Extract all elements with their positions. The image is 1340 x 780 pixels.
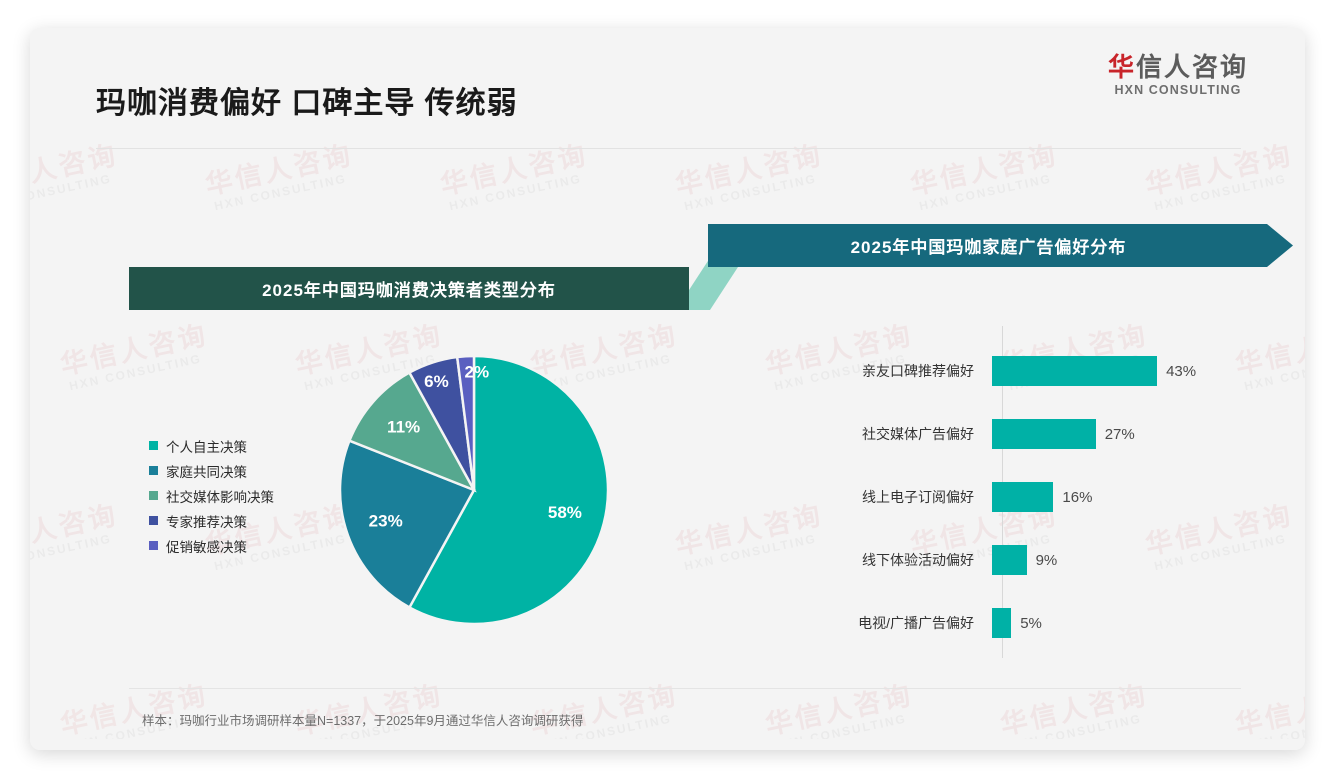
watermark-cn: 华信人咨询 [30, 139, 121, 201]
pie-legend-label: 社交媒体影响决策 [166, 489, 274, 505]
footnote-text: 样本：玛咖行业市场调研样本量N=1337，于2025年9月通过华信人咨询调研获得 [142, 714, 584, 728]
slide-footer: ©2025.11 HXR华信人咨询 www.hxrcon.com [30, 739, 1305, 750]
watermark-cn: 华信人咨询 [30, 499, 121, 561]
watermark-cn: 华信人咨询 [527, 679, 681, 741]
watermark-cn: 华信人咨询 [437, 139, 591, 201]
watermark-cn: 华信人咨询 [672, 139, 826, 201]
watermark-en: HXN CONSULTING [30, 531, 114, 573]
pie-slice-value: 23% [369, 511, 403, 530]
header-divider [96, 148, 1241, 149]
watermark-en: HXN CONSULTING [1152, 171, 1289, 214]
pie-legend-item[interactable]: 专家推荐决策 [149, 508, 324, 533]
bar-fill[interactable] [992, 356, 1158, 386]
pie-chart-legend: 个人自主决策 家庭共同决策社交媒体影响决策 专家推荐决策 促销敏感决策 [149, 433, 324, 558]
page-title: 玛咖消费偏好 口碑主导 传统弱 [96, 87, 518, 120]
bar-fill[interactable] [992, 419, 1096, 449]
bar-track: 43% [992, 356, 1275, 386]
pie-legend-swatch [149, 541, 158, 550]
pie-slice[interactable] [455, 354, 476, 491]
brand-logo-rest: 信人咨询 [1136, 52, 1249, 82]
pie-legend-item[interactable]: 社交媒体影响决策 [149, 483, 324, 508]
bar-track: 5% [992, 608, 1275, 638]
pie-chart: 58% 23% 11% 6% 2% [334, 350, 614, 630]
pie-chart-svg: 58% 23% 11% 6% 2% [338, 354, 610, 626]
pie-slice[interactable] [347, 370, 477, 493]
watermark-cn: 华信人咨询 [292, 679, 446, 741]
bar-value-label: 27% [1104, 425, 1135, 443]
bar-track: 9% [992, 545, 1275, 575]
pie-legend-swatch [149, 466, 158, 475]
pie-legend-item[interactable]: 个人自主决策 [149, 433, 324, 458]
pie-legend-swatch [149, 516, 158, 525]
pie-legend-label: 个人自主决策 [166, 439, 247, 455]
bar-chart-row[interactable]: 线下体验活动偏好 9% [730, 545, 1275, 575]
pie-legend-label: 家庭共同决策 [166, 464, 247, 480]
brand-logo-accent-char: 华 [1107, 52, 1136, 82]
bar-category-label: 亲友口碑推荐偏好 [862, 363, 974, 379]
pie-legend-label: 促销敏感决策 [166, 539, 247, 555]
brand-logo: 华信人咨询 HXN CONSULTING [1093, 52, 1263, 98]
bar-category-label: 电视/广播广告偏好 [858, 615, 974, 631]
watermark-cn: 华信人咨询 [1232, 679, 1305, 741]
watermark-cn: 华信人咨询 [907, 139, 1061, 201]
watermark-en: HXN CONSULTING [212, 171, 349, 214]
banner-left-decision-maker: 2025年中国玛咖消费决策者类型分布 [129, 267, 689, 310]
pie-legend-swatch [149, 441, 158, 450]
bar-category-label: 社交媒体广告偏好 [862, 426, 974, 442]
bar-chart-row[interactable]: 线上电子订阅偏好 16% [730, 482, 1275, 512]
pie-slice-value: 6% [424, 372, 449, 391]
bar-chart-row[interactable]: 社交媒体广告偏好 27% [730, 419, 1275, 449]
pie-chart-panel: 个人自主决策 家庭共同决策社交媒体影响决策 专家推荐决策 促销敏感决策 58% 23% 1… [129, 328, 689, 658]
brand-logo-en: HXN CONSULTING [1114, 83, 1242, 98]
watermark-en: HXN CONSULTING [447, 171, 584, 214]
pie-slice-value: 2% [465, 362, 490, 381]
watermark-cn: 华信人咨询 [1142, 139, 1296, 201]
slide-header: 玛咖消费偏好 口碑主导 传统弱 华信人咨询 HXN CONSULTING [30, 28, 1305, 149]
pie-legend-swatch [149, 491, 158, 500]
bar-chart-row[interactable]: 电视/广播广告偏好 5% [730, 608, 1275, 638]
watermark-cn: 华信人咨询 [762, 679, 916, 741]
watermark-cn: 华信人咨询 [997, 679, 1151, 741]
watermark-en: HXN CONSULTING [682, 171, 819, 214]
banner-right-title: 2025年中国玛咖家庭广告偏好分布 [850, 238, 1127, 257]
bar-fill[interactable] [992, 482, 1054, 512]
pie-slice[interactable] [338, 439, 476, 610]
bar-track: 27% [992, 419, 1275, 449]
bar-value-label: 16% [1062, 488, 1093, 506]
bar-value-label: 5% [1020, 614, 1042, 632]
pie-slice[interactable] [407, 354, 610, 626]
footnote-divider [129, 688, 1241, 689]
watermark-cn: 华信人咨询 [57, 679, 211, 741]
bar-category-label: 线下体验活动偏好 [862, 552, 974, 568]
pie-legend-label: 专家推荐决策 [166, 514, 247, 530]
pie-slice-value: 11% [387, 417, 420, 436]
brand-logo-cn: 华信人咨询 [1093, 52, 1263, 82]
pie-legend-item[interactable]: 家庭共同决策 [149, 458, 324, 483]
bar-value-label: 9% [1035, 551, 1058, 569]
bar-fill[interactable] [992, 608, 1012, 638]
bar-category-label: 线上电子订阅偏好 [862, 489, 974, 505]
banner-right-ad-preference: 2025年中国玛咖家庭广告偏好分布 [708, 224, 1293, 267]
pie-slice-value: 58% [548, 503, 582, 522]
bar-chart-row[interactable]: 亲友口碑推荐偏好 43% [730, 356, 1275, 386]
banner-left-title: 2025年中国玛咖消费决策者类型分布 [262, 281, 556, 300]
bar-track: 16% [992, 482, 1275, 512]
pie-legend-item[interactable]: 促销敏感决策 [149, 533, 324, 558]
bar-chart-panel: 亲友口碑推荐偏好 43% 社交媒体广告偏好 27% 线上电子订阅偏好 16% 线下体验活动偏… [730, 326, 1275, 666]
bar-fill[interactable] [992, 545, 1027, 575]
watermark-en: HXN CONSULTING [30, 171, 114, 213]
bar-value-label: 43% [1166, 362, 1197, 380]
watermark-en: HXN CONSULTING [917, 171, 1054, 214]
watermark-cn: 华信人咨询 [202, 139, 356, 201]
